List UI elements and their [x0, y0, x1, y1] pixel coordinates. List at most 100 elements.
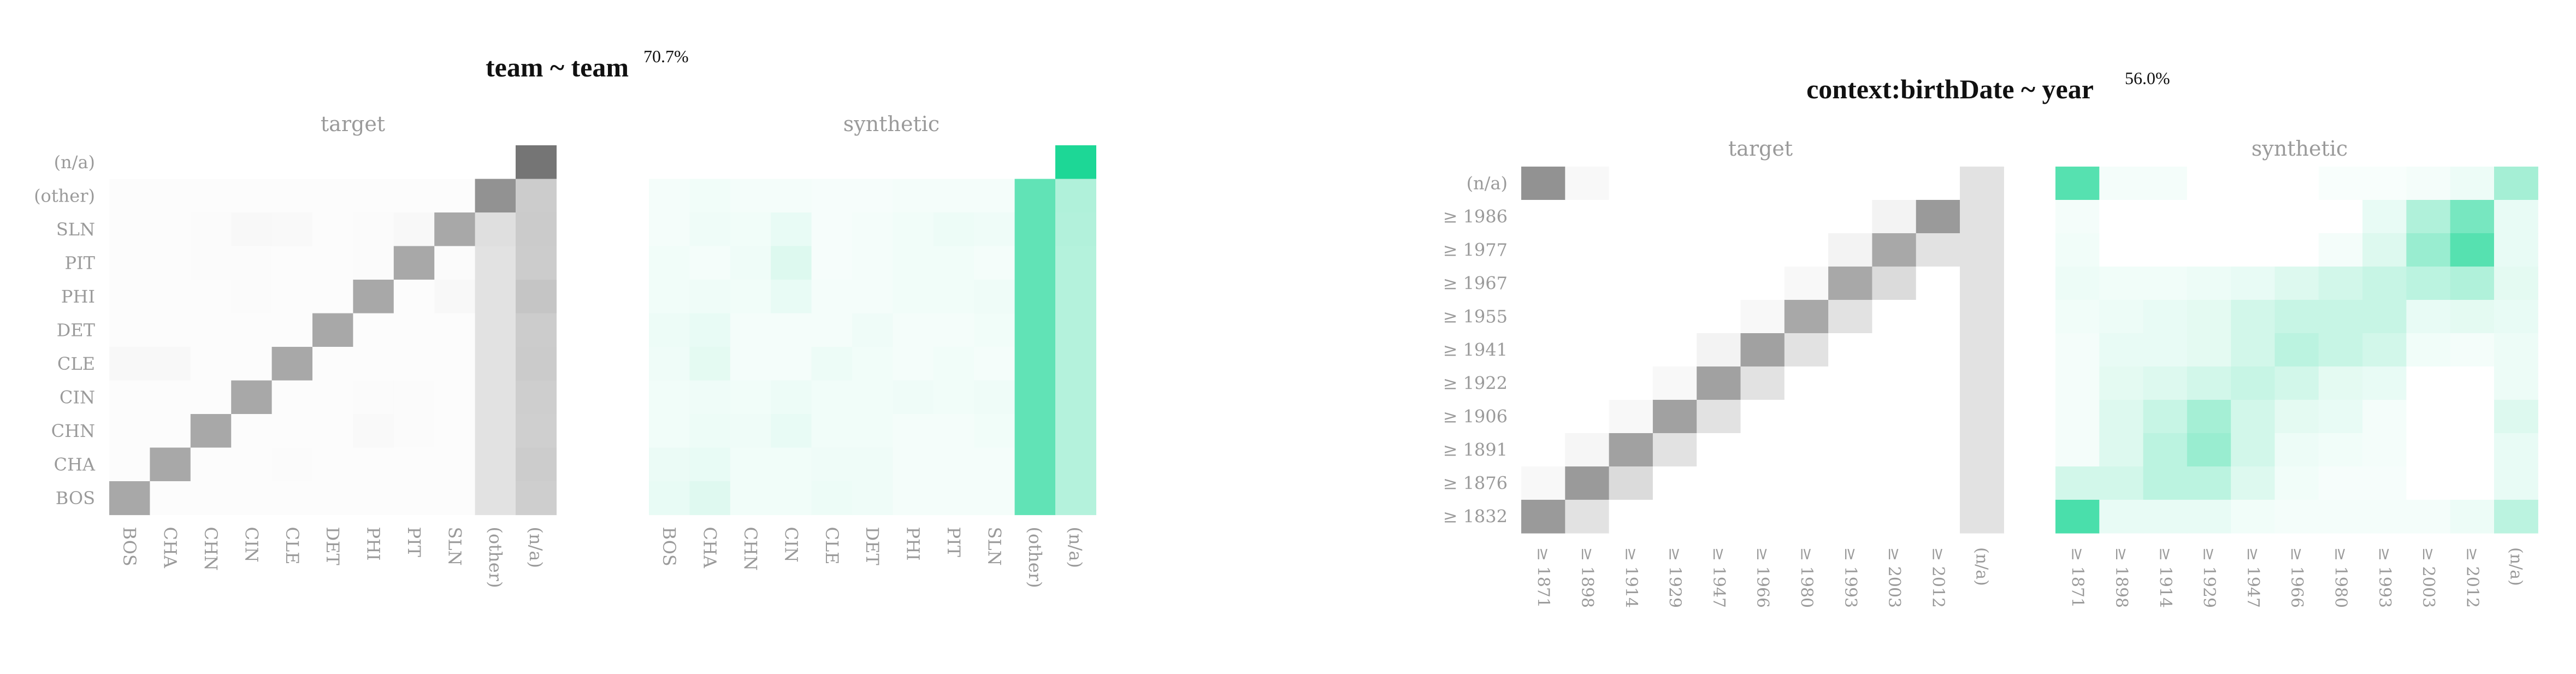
chart-2-synthetic-cell-r9-c10: [2494, 466, 2538, 500]
chart-1-target-cell-r1-c10: [516, 179, 557, 213]
chart-2-target-cell-r10-c6: [1784, 500, 1829, 534]
chart-2-synthetic-cell-r6-c2: [2143, 366, 2188, 400]
chart-2-target-cell-r0-c3: [1652, 167, 1697, 200]
chart-2-target-cell-r3-c7: [1828, 267, 1872, 300]
chart-1-synthetic-cell-r7-c5: [852, 380, 893, 415]
chart-1-synthetic-cell-r1-c10: [1055, 179, 1096, 213]
chart-1-target-cell-r8-c4: [271, 414, 313, 448]
chart-1-synthetic-cell-r3-c8: [974, 246, 1015, 280]
chart-1-target-cell-r0-c1: [150, 145, 191, 180]
chart-1-target-cell-r6-c9: [475, 347, 516, 381]
chart-1-synthetic-cell-r9-c3: [771, 447, 812, 482]
chart-1-synthetic-cell-r2-c7: [933, 212, 974, 247]
chart-1-target-cell-r5-c10: [516, 313, 557, 347]
chart-1-synthetic-cell-r7-c0: [649, 380, 690, 415]
chart-1-target-cell-r9-c4: [271, 447, 313, 482]
chart-2-target-cell-r3-c3: [1652, 267, 1697, 300]
chart-1-synthetic-cell-r0-c3: [771, 145, 812, 180]
chart-1-target-cell-r2-c6: [353, 212, 394, 247]
chart-1-target-cell-r2-c4: [271, 212, 313, 247]
chart-2-target-cell-r0-c2: [1609, 167, 1653, 200]
chart-2-synthetic-cell-r5-c1: [2099, 333, 2144, 367]
chart-1-target-cell-r2-c0: [109, 212, 150, 247]
chart-2-synthetic-cell-r6-c5: [2274, 366, 2319, 400]
chart-1-synthetic-cell-r1-c6: [893, 179, 934, 213]
chart-2-synthetic-cell-r1-c3: [2187, 200, 2231, 234]
chart-2-target-cell-r7-c3: [1652, 400, 1697, 434]
chart-2-synthetic-cell-r2-c2: [2143, 233, 2188, 267]
chart-1-synthetic-cell-r1-c8: [974, 179, 1015, 213]
chart-2-target-cell-r4-c2: [1609, 300, 1653, 334]
chart-2-synthetic-cell-r9-c1: [2099, 466, 2144, 500]
chart-1-synthetic-cell-r0-c9: [1014, 145, 1056, 180]
chart-2-target-x-tick-4: ≥ 1947: [1709, 547, 1728, 608]
chart-2-synthetic-cell-r6-c7: [2362, 366, 2407, 400]
chart-1-synthetic-cell-r8-c6: [893, 414, 934, 448]
chart-2-target-cell-r8-c1: [1565, 433, 1610, 467]
chart-2-target-cell-r7-c0: [1521, 400, 1565, 434]
chart-1-target-cell-r9-c10: [516, 447, 557, 482]
chart-2-synthetic-x-tick-7: ≥ 1993: [2375, 547, 2394, 608]
chart-1-target-cell-r2-c7: [393, 212, 435, 247]
chart-2-target-cell-r6-c10: [1960, 366, 2004, 400]
chart-2-target-cell-r2-c6: [1784, 233, 1829, 267]
chart-2-synthetic-cell-r0-c0: [2055, 167, 2100, 200]
chart-2-target-cell-r1-c10: [1960, 200, 2004, 234]
chart-1-target-cell-r3-c7: [393, 246, 435, 280]
chart-2-target-cell-r8-c10: [1960, 433, 2004, 467]
chart-2-synthetic-cell-r0-c5: [2274, 167, 2319, 200]
chart-1-synthetic-cell-r10-c6: [893, 481, 934, 516]
chart-1-target-cell-r7-c3: [231, 380, 273, 415]
chart-1-target-cell-r3-c9: [475, 246, 516, 280]
chart-1-target-cell-r0-c8: [434, 145, 476, 180]
chart-2-synthetic-cell-r2-c3: [2187, 233, 2231, 267]
chart-2-y-tick-9: ≥ 1876: [1443, 473, 1508, 494]
chart-2-synthetic-cell-r7-c10: [2494, 400, 2538, 434]
chart-2-synthetic-cell-r8-c5: [2274, 433, 2319, 467]
chart-2-synthetic-cell-r0-c1: [2099, 167, 2144, 200]
chart-1-target-cell-r7-c6: [353, 380, 394, 415]
chart-2-synthetic-cell-r4-c1: [2099, 300, 2144, 334]
chart-2-synthetic-cell-r6-c4: [2231, 366, 2276, 400]
chart-2-target-cell-r9-c5: [1740, 466, 1785, 500]
chart-2-target-cell-r6-c2: [1609, 366, 1653, 400]
chart-1-target-cell-r10-c3: [231, 481, 273, 516]
chart-2-synthetic-cell-r4-c0: [2055, 300, 2100, 334]
chart-1-y-tick-7: CIN: [60, 387, 95, 407]
chart-2-synthetic-cell-r10-c3: [2187, 500, 2231, 534]
chart-2-synthetic-cell-r10-c2: [2143, 500, 2188, 534]
chart-2-target-cell-r4-c0: [1521, 300, 1565, 334]
chart-1-synthetic-cell-r2-c2: [730, 212, 771, 247]
chart-1-synthetic-cell-r10-c7: [933, 481, 974, 516]
chart-1-target-cell-r10-c1: [150, 481, 191, 516]
chart-1-target-cell-r3-c8: [434, 246, 476, 280]
chart-1-synthetic-cell-r5-c5: [852, 313, 893, 347]
chart-1-target-x-tick-9: (other): [485, 527, 506, 588]
chart-1-synthetic-cell-r5-c2: [730, 313, 771, 347]
chart-1-target-cell-r4-c5: [312, 280, 353, 314]
chart-1-synthetic-cell-r1-c1: [689, 179, 731, 213]
chart-1-synthetic-cell-r9-c0: [649, 447, 690, 482]
chart-2-target-cell-r4-c3: [1652, 300, 1697, 334]
chart-1-target-cell-r5-c0: [109, 313, 150, 347]
chart-2-target-cell-r0-c5: [1740, 167, 1785, 200]
chart-1-target-cell-r8-c1: [150, 414, 191, 448]
chart-2-target-cell-r0-c1: [1565, 167, 1610, 200]
chart-1-target-cell-r0-c5: [312, 145, 353, 180]
chart-2-target-cell-r5-c2: [1609, 333, 1653, 367]
chart-2-target-cell-r1-c4: [1697, 200, 1741, 234]
chart-1-synthetic-cell-r6-c3: [771, 347, 812, 381]
chart-1-target-x-tick-5: DET: [322, 527, 343, 566]
chart-2-synthetic-cell-r2-c4: [2231, 233, 2276, 267]
chart-2-target-x-tick-0: ≥ 1871: [1534, 547, 1553, 608]
chart-2-target-cell-r5-c5: [1740, 333, 1785, 367]
chart-2-target-cell-r0-c0: [1521, 167, 1565, 200]
chart-1-synthetic-cell-r5-c7: [933, 313, 974, 347]
chart-2-synthetic-cell-r9-c6: [2318, 466, 2363, 500]
chart-2-target-cell-r4-c7: [1828, 300, 1872, 334]
chart-1-target-cell-r8-c7: [393, 414, 435, 448]
chart-2-target-cell-r4-c6: [1784, 300, 1829, 334]
chart-2-target-cell-r1-c5: [1740, 200, 1785, 234]
chart-1-target-cell-r8-c10: [516, 414, 557, 448]
chart-1-target-x-tick-10: (n/a): [525, 527, 546, 568]
